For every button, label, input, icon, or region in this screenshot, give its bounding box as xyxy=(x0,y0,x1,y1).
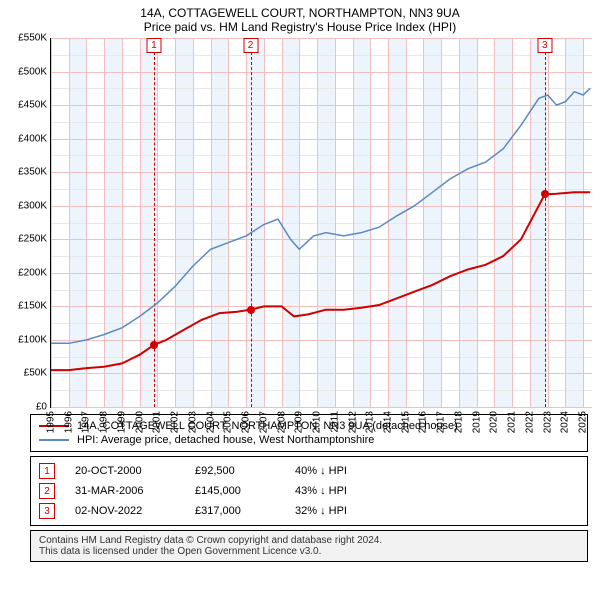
x-tick-label: 2003 xyxy=(187,411,198,433)
events-box: 1 20-OCT-2000 £92,500 40% ↓ HPI 2 31-MAR-2006… xyxy=(30,456,588,526)
event-marker-num: 3 xyxy=(39,503,55,519)
chart-area: 123 £0£50K£100K£150K£200K£250K£300K£350K… xyxy=(50,38,592,408)
chart-title: 14A, COTTAGEWELL COURT, NORTHAMPTON, NN3… xyxy=(0,0,600,20)
x-tick-label: 2000 xyxy=(134,411,145,433)
x-tick-label: 2010 xyxy=(312,411,323,433)
y-tick-label: £450K xyxy=(18,100,47,111)
x-tick-label: 2009 xyxy=(294,411,305,433)
chart-marker: 3 xyxy=(537,38,552,53)
x-tick-label: 2019 xyxy=(471,411,482,433)
legend-box: 14A, COTTAGEWELL COURT, NORTHAMPTON, NN3… xyxy=(30,414,588,452)
x-tick-label: 2014 xyxy=(383,411,394,433)
x-tick-label: 2024 xyxy=(560,411,571,433)
event-marker-num: 2 xyxy=(39,483,55,499)
x-tick-label: 2020 xyxy=(489,411,500,433)
legend-swatch xyxy=(39,439,69,441)
event-date: 02-NOV-2022 xyxy=(75,505,175,517)
y-tick-label: £100K xyxy=(18,334,47,345)
x-tick-label: 2008 xyxy=(276,411,287,433)
y-tick-label: £250K xyxy=(18,234,47,245)
event-date: 20-OCT-2000 xyxy=(75,465,175,477)
legend-row: HPI: Average price, detached house, West… xyxy=(39,433,579,447)
event-row: 1 20-OCT-2000 £92,500 40% ↓ HPI xyxy=(39,461,579,481)
event-price: £92,500 xyxy=(195,465,275,477)
page: 14A, COTTAGEWELL COURT, NORTHAMPTON, NN3… xyxy=(0,0,600,590)
event-delta: 32% ↓ HPI xyxy=(295,505,347,517)
x-tick-label: 2002 xyxy=(170,411,181,433)
legend-label: HPI: Average price, detached house, West… xyxy=(77,434,374,446)
x-tick-label: 2006 xyxy=(241,411,252,433)
attribution-line2: This data is licensed under the Open Gov… xyxy=(39,546,579,557)
y-tick-label: £500K xyxy=(18,66,47,77)
attribution-box: Contains HM Land Registry data © Crown c… xyxy=(30,530,588,562)
event-row: 3 02-NOV-2022 £317,000 32% ↓ HPI xyxy=(39,501,579,521)
chart-subtitle: Price paid vs. HM Land Registry's House … xyxy=(0,20,600,38)
x-tick-label: 2016 xyxy=(418,411,429,433)
y-tick-label: £200K xyxy=(18,267,47,278)
chart-marker: 1 xyxy=(146,38,161,53)
y-tick-label: £300K xyxy=(18,200,47,211)
y-tick-label: £350K xyxy=(18,167,47,178)
x-tick-label: 2015 xyxy=(400,411,411,433)
x-tick-label: 2022 xyxy=(524,411,535,433)
y-tick-label: £150K xyxy=(18,301,47,312)
event-delta: 43% ↓ HPI xyxy=(295,485,347,497)
x-tick-label: 2018 xyxy=(453,411,464,433)
y-tick-label: £400K xyxy=(18,133,47,144)
x-tick-label: 2007 xyxy=(258,411,269,433)
event-row: 2 31-MAR-2006 £145,000 43% ↓ HPI xyxy=(39,481,579,501)
event-marker-num: 1 xyxy=(39,463,55,479)
event-price: £317,000 xyxy=(195,505,275,517)
x-tick-label: 2012 xyxy=(347,411,358,433)
x-tick-label: 2001 xyxy=(152,411,163,433)
chart-marker: 2 xyxy=(243,38,258,53)
x-tick-label: 2023 xyxy=(542,411,553,433)
y-tick-label: £50K xyxy=(24,368,47,379)
x-tick-label: 2017 xyxy=(436,411,447,433)
x-tick-label: 2021 xyxy=(507,411,518,433)
x-tick-label: 2013 xyxy=(365,411,376,433)
series-hpi xyxy=(51,88,590,343)
series-price_paid xyxy=(51,192,590,370)
x-tick-label: 1995 xyxy=(46,411,57,433)
x-tick-label: 1996 xyxy=(63,411,74,433)
x-tick-label: 1997 xyxy=(81,411,92,433)
x-tick-label: 1999 xyxy=(116,411,127,433)
event-price: £145,000 xyxy=(195,485,275,497)
event-date: 31-MAR-2006 xyxy=(75,485,175,497)
x-tick-label: 2011 xyxy=(329,411,340,433)
attribution-line1: Contains HM Land Registry data © Crown c… xyxy=(39,535,579,546)
x-tick-label: 1998 xyxy=(99,411,110,433)
x-tick-label: 2004 xyxy=(205,411,216,433)
y-tick-label: £550K xyxy=(18,33,47,44)
plot-region: 1 2 3 xyxy=(51,38,592,407)
x-tick-label: 2005 xyxy=(223,411,234,433)
x-tick-label: 2025 xyxy=(578,411,589,433)
event-delta: 40% ↓ HPI xyxy=(295,465,347,477)
